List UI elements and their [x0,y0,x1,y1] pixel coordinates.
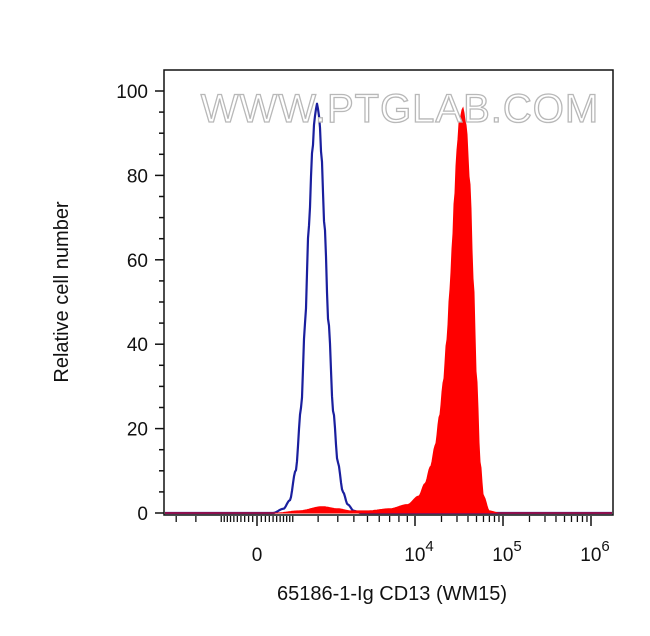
y-tick-label: 20 [127,420,148,441]
x-tick-label: 105 [492,538,521,566]
y-axis: 0 20 40 60 80 100 [116,82,164,525]
x-tick-exponent: 5 [513,538,521,555]
plot-series-layer [164,102,613,515]
x-axis-title: 65186-1-Ig CD13 (WM15) [277,583,507,605]
y-tick-label: 40 [127,335,148,356]
x-tick-base: 0 [252,545,263,566]
x-tick-base: 10 [404,545,425,566]
x-tick-exponent: 6 [601,538,609,555]
x-tick-label: 104 [404,538,433,566]
y-tick-label: 80 [127,166,148,187]
outline-histogram-0 [164,102,613,515]
filled-histogram-1 [165,106,612,514]
x-tick-exponent: 4 [425,538,433,555]
x-tick-base: 10 [492,545,513,566]
y-tick-label: 60 [127,251,148,272]
x-axis: 0 104 105 106 [175,516,610,566]
y-tick-label: 0 [137,504,148,525]
y-axis-title: Relative cell number [51,201,73,383]
plot-frame [163,69,614,516]
y-tick-label: 100 [116,82,148,103]
x-tick-label: 0 [252,545,263,566]
x-tick-base: 10 [580,545,601,566]
watermark-text: WWW.PTGLAB.COM [201,87,599,131]
x-tick-label: 106 [580,538,609,566]
